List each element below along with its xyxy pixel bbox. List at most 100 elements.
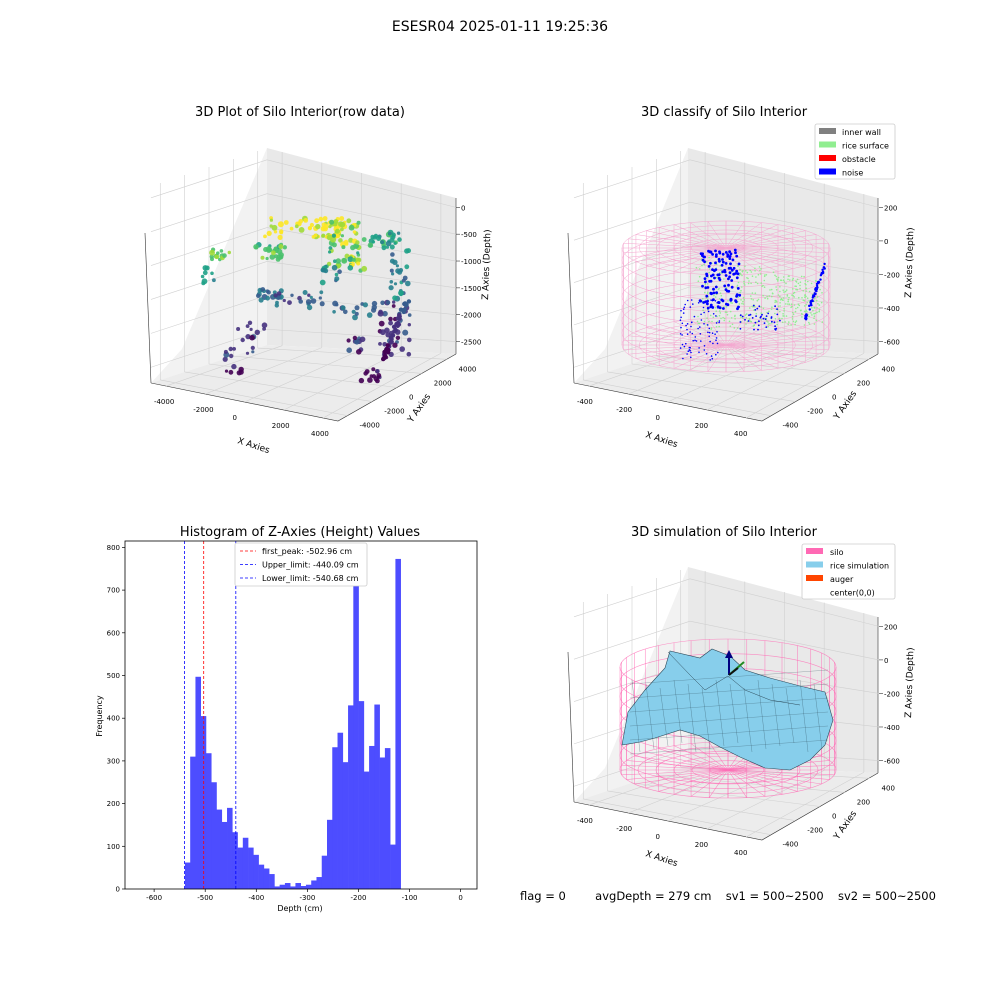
scatter-point [273,230,278,234]
noise-point [683,345,686,348]
scatter-point [393,241,397,245]
histogram-bar [363,771,370,889]
noise-point [717,307,719,309]
noise-point [720,263,724,267]
scatter-point [388,320,393,326]
rice-surface-point [705,261,708,263]
noise-point [710,299,712,301]
rice-surface-point [784,290,787,293]
noise-point [724,274,728,277]
scatter-point [310,298,317,304]
noise-point [681,334,683,336]
noise-point [727,283,730,287]
rice-surface-point [791,279,794,281]
floor-gridline-y [257,347,447,360]
rice-surface-point [720,294,723,297]
rice-surface-point [760,306,762,308]
noise-point [680,326,682,329]
rice-surface-point [745,323,747,325]
y-tick-label: 400 [882,365,895,373]
scatter-point [328,250,332,254]
scatter-point [371,367,376,372]
noise-point [752,304,755,307]
silo-floor-ring [709,765,747,775]
scatter-point [263,234,267,239]
rice-surface-point [742,317,744,320]
legend-label: Lower_limit: -540.68 cm [262,574,359,583]
rice-surface-point [720,269,722,271]
histogram-bar [253,854,259,889]
histogram-bar [321,855,328,889]
scatter-point [364,369,370,374]
histogram-reference-lines [184,541,237,889]
scatter-point [384,327,390,334]
surface-ridge [667,651,801,706]
rice-surface-point [718,287,720,290]
legend-label: first_peak: -502.96 cm [262,547,352,556]
rice-surface-point [772,271,775,274]
side-wall-gridline-z [150,295,268,334]
y-tick-label: -200 [807,827,823,835]
scatter-point [273,293,278,298]
scatter-point [356,251,360,255]
noise-point [694,336,697,338]
rice-surface-point [704,291,706,294]
noise-point [739,314,742,317]
z-tick-label: 0 [461,204,465,212]
noise-point [713,269,716,273]
rice-surface-point [740,289,742,292]
rice-surface-point [800,309,802,312]
scatter-point [404,303,409,308]
scatter-point [391,304,396,308]
rice-surface-point [785,289,788,291]
floor-gridline-x [706,351,825,411]
scatter-point [361,237,367,242]
scatter-point [318,296,322,300]
noise-point [765,315,768,317]
noise-point [715,353,717,356]
noise-point [707,310,710,313]
noise-point [823,267,826,270]
rice-surface-point [808,321,810,324]
x-tick-label: -200 [351,894,367,902]
noise-point [715,322,718,324]
rice-surface-point [788,296,790,299]
noise-point [721,299,725,303]
noise-point [721,258,724,261]
rice-surface-point [728,320,731,323]
rice-surface-point [759,273,762,275]
noise-point [703,277,707,280]
panel2-tick-labels: 200 0 -200 -400 -600 -400 -400 -200 -200 0 0 200 200… [577,204,900,438]
noise-point [765,326,768,328]
rice-surface-point [743,280,745,283]
noise-point [718,320,721,322]
rice-surface-point [741,286,743,288]
rice-surface-point [813,307,816,309]
noise-point [679,347,682,349]
noise-point [730,285,734,289]
rice-surface-point [810,312,812,314]
rice-surface-point [755,276,757,278]
rice-surface-point [764,297,766,299]
y-tick-label: -200 [807,408,823,416]
rice-surface-point [782,297,785,299]
noise-point [809,300,813,303]
noise-point [712,291,716,295]
rice-surface-point [763,286,766,289]
noise-point [729,266,732,270]
rice-surface-point [751,305,753,308]
y-tick-label: 500 [107,672,120,680]
silo-floor-ring [673,755,783,785]
floor-gridline-y [680,766,870,779]
noise-point [759,316,762,319]
noise-point [700,319,703,321]
scatter-point [372,235,377,240]
scatter-point [380,240,385,245]
rice-surface-point [723,317,726,320]
scatter-point [340,227,344,232]
histogram-bar [348,705,354,889]
rice-surface-point [738,268,741,271]
side-wall-gridline-z [573,286,691,326]
rice-surface-point [747,277,749,280]
rice-surface-point [807,280,809,283]
